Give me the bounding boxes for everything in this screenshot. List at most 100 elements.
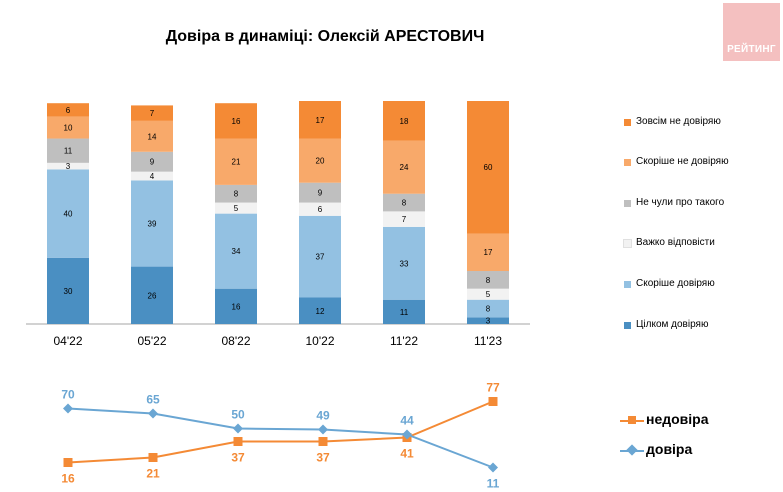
bar-value-label: 8 (486, 276, 491, 285)
bar-segment-0-2 (47, 162, 89, 170)
bar-value-label: 16 (232, 117, 241, 126)
bar-value-label: 4 (150, 172, 155, 181)
bar-value-label: 3 (66, 162, 71, 171)
bar-segment-2-1 (215, 213, 257, 289)
bar-segment-0-1 (47, 169, 89, 258)
legend-swatch (623, 239, 632, 248)
legend-swatch (624, 322, 631, 329)
line-marker-diamond (63, 403, 73, 414)
bar-segment-4-2 (383, 211, 425, 227)
x-tick-label: 08'22 (222, 334, 251, 348)
bar-value-label: 60 (484, 163, 493, 172)
bar-segment-1-1 (131, 180, 173, 267)
bar-segment-1-5 (131, 105, 173, 121)
bar-segment-0-4 (47, 116, 89, 139)
legend-label: Цілком довіряю (636, 319, 709, 330)
bar-segment-2-2 (215, 202, 257, 214)
bar-segment-2-4 (215, 138, 257, 185)
bar-value-label: 20 (316, 157, 325, 166)
line-value-label: 11 (487, 477, 500, 491)
bar-value-label: 18 (400, 117, 409, 126)
bar-value-label: 30 (64, 287, 73, 296)
bar-value-label: 37 (316, 253, 325, 262)
bar-value-label: 21 (232, 158, 241, 167)
line-value-label: 49 (316, 409, 330, 423)
line-value-label: 16 (61, 472, 75, 486)
bar-value-label: 6 (66, 106, 71, 115)
bar-segment-3-2 (299, 202, 341, 216)
legend-swatch (624, 281, 631, 288)
bar-value-label: 7 (402, 215, 407, 224)
legend-label: Скоріше не довіряю (636, 156, 729, 167)
legend-label: Важко відповісти (636, 237, 715, 248)
x-tick-label: 05'22 (138, 334, 167, 348)
bar-value-label: 10 (64, 123, 73, 132)
rating-logo-text: РЕЙТИНГ (727, 44, 776, 55)
bar-segment-1-4 (131, 120, 173, 152)
bar-segment-0-5 (47, 103, 89, 117)
line-value-label: 65 (146, 393, 160, 407)
bar-segment-2-0 (215, 288, 257, 324)
line-value-label: 50 (231, 408, 245, 422)
bar-segment-4-1 (383, 226, 425, 300)
bar-segment-2-5 (215, 103, 257, 139)
bar-value-label: 8 (486, 305, 491, 314)
bar-segment-3-0 (299, 297, 341, 324)
bar-value-label: 26 (148, 291, 157, 300)
bar-value-label: 5 (486, 290, 491, 299)
line-series-довіра (67, 407, 494, 469)
line-marker-diamond (318, 424, 328, 435)
trend-lines: 16 21 37 37 41 77 70 65 50 49 44 11 (61, 381, 500, 491)
bar-value-label: 11 (64, 147, 73, 156)
bar-value-label: 17 (484, 248, 493, 257)
bar-value-label: 5 (234, 204, 239, 213)
bar-value-label: 11 (400, 308, 409, 317)
line-value-label: 70 (61, 388, 75, 402)
stacked-bars: 3040311106263949147163458211612376920171… (47, 101, 509, 326)
line-series-недовіра (67, 400, 494, 464)
line-value-label: 44 (400, 414, 414, 428)
bar-value-label: 16 (232, 302, 241, 311)
bar-segment-4-0 (383, 299, 425, 324)
bar-segment-3-4 (299, 138, 341, 183)
bar-value-label: 34 (232, 247, 241, 256)
bar-value-label: 8 (402, 199, 407, 208)
bar-segment-2-3 (215, 184, 257, 203)
line-marker-square (488, 397, 498, 406)
rating-logo: РЕЙТИНГ (723, 3, 780, 61)
bar-segment-0-3 (47, 138, 89, 163)
bar-segment-5-0 (467, 317, 509, 324)
line-marker-diamond (488, 462, 498, 473)
bar-segment-5-2 (467, 288, 509, 300)
bar-segment-4-5 (383, 101, 425, 141)
bar-segment-3-5 (299, 101, 341, 139)
x-tick-label: 04'22 (54, 334, 83, 348)
bar-segment-1-2 (131, 171, 173, 181)
legend-label: Зовсім не довіряю (636, 116, 721, 127)
legend-label: Скоріше довіряю (636, 278, 715, 289)
legend-swatch (624, 159, 631, 166)
bar-value-label: 14 (148, 132, 157, 141)
line-marker-square (233, 437, 243, 446)
bar-segment-5-4 (467, 233, 509, 272)
bar-value-label: 9 (150, 158, 155, 167)
line-value-label: 37 (231, 451, 245, 465)
line-marker-square (148, 453, 158, 462)
bar-segment-1-3 (131, 151, 173, 172)
bar-value-label: 33 (400, 259, 409, 268)
bar-segment-4-3 (383, 193, 425, 212)
bar-value-label: 39 (148, 220, 157, 229)
x-tick-label: 11'22 (390, 334, 418, 348)
bar-segment-5-5 (467, 101, 509, 234)
x-tick-label: 11'23 (474, 334, 502, 348)
line-value-label: 37 (316, 451, 330, 465)
legend-swatch (624, 200, 631, 207)
bar-segment-3-3 (299, 182, 341, 203)
line-marker-diamond (402, 429, 412, 440)
bar-value-label: 6 (318, 205, 323, 214)
legend-label: Не чули про такого (636, 197, 725, 208)
line-legend-label: недовіра (646, 411, 709, 427)
bar-x-axis-ticks: 04'22 05'22 08'22 10'22 11'22 11'23 (54, 334, 503, 348)
line-marker-square (63, 458, 73, 467)
